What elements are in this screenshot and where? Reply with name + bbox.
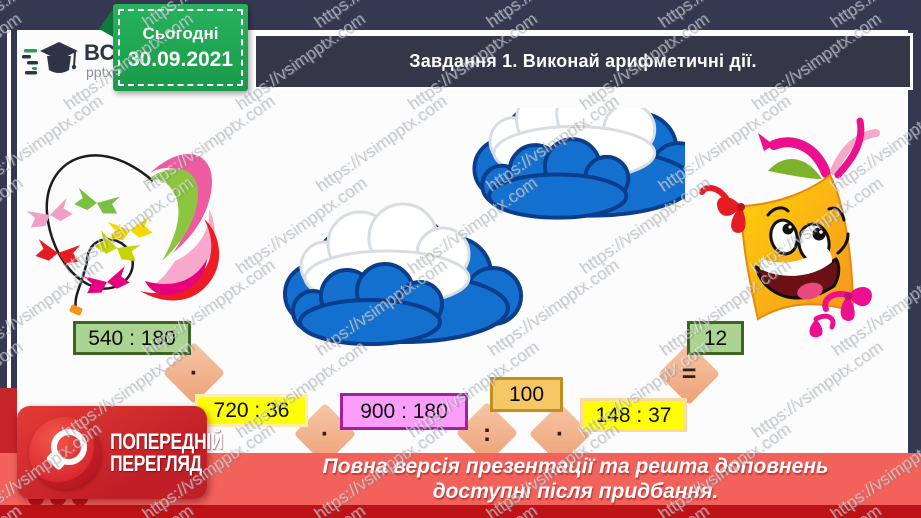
title-banner: Завдання 1. Виконай арифметичні дії. <box>253 33 913 90</box>
purchase-banner-line1: Повна версія презентації та решта доповн… <box>322 455 829 478</box>
watermark-text: https://vsimpptx.com <box>656 0 794 33</box>
graduation-cap-icon <box>22 42 78 75</box>
kite-tail-illustration <box>25 154 220 316</box>
math-box: 148 : 37 <box>580 398 687 432</box>
preview-badge-line2: ПЕРЕГЛЯД <box>110 450 202 476</box>
math-box: 12 <box>687 321 744 355</box>
bottom-bar <box>0 505 921 518</box>
clouds-illustration <box>283 108 685 346</box>
date-badge: Сьогодні 30.09.2021 <box>113 4 248 91</box>
watermark-text: https://vsimpptx.com <box>312 0 450 33</box>
multiply-operator: · <box>189 358 199 387</box>
slide-frame-line <box>7 30 11 392</box>
date-badge-date: 30.09.2021 <box>127 47 234 71</box>
multiply-operator: · <box>555 419 565 448</box>
divide-operator: : <box>482 418 492 447</box>
logo-sub: pptx <box>86 64 113 80</box>
math-box: 900 : 180 <box>340 393 468 430</box>
date-badge-label: Сьогодні <box>142 23 219 43</box>
watermark-text: https://vsimpptx.com <box>0 0 107 33</box>
watermark-text: https://vsimpptx.com <box>828 0 921 33</box>
date-badge-border <box>118 9 243 86</box>
equals-operator: = <box>681 359 697 388</box>
preview-badge-line1: ПОПЕРЕДНІЙ <box>110 428 223 454</box>
math-box: 720 : 36 <box>195 394 308 427</box>
preview-badge[interactable]: ПОПЕРЕДНІЙ ПЕРЕГЛЯД <box>17 406 223 499</box>
watermark-text: https://vsimpptx.com <box>484 0 622 33</box>
smiley-kite-illustration <box>699 117 880 338</box>
math-box: 100 <box>490 377 563 412</box>
math-box: 540 : 180 <box>73 321 191 355</box>
slide-title: Завдання 1. Виконай арифметичні дії. <box>409 51 757 71</box>
magnifier-icon <box>29 416 101 489</box>
purchase-banner-line2: доступні після придбання. <box>432 480 719 503</box>
